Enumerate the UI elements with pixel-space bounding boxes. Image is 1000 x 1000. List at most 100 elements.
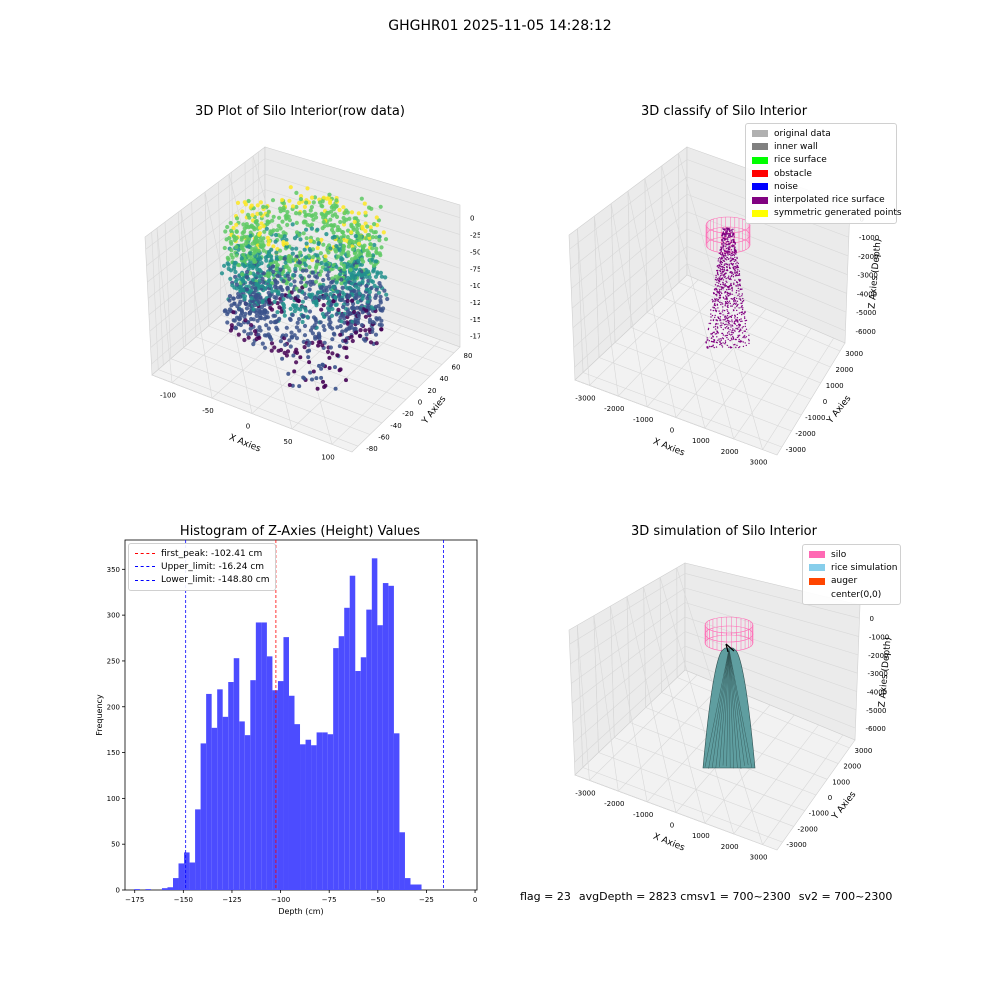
interpolated-point <box>731 263 733 265</box>
interpolated-point <box>713 346 715 349</box>
legend-swatch <box>752 170 768 178</box>
grid-line <box>627 190 677 418</box>
histogram-bar <box>217 689 223 890</box>
data-point <box>375 270 380 275</box>
histogram-bar <box>272 690 278 890</box>
data-point <box>244 287 250 292</box>
legend-item: silo <box>809 548 894 561</box>
interpolated-point <box>730 315 732 318</box>
interpolated-point <box>722 322 724 325</box>
z-tick-label: -1000 <box>869 634 889 642</box>
histogram-bar <box>255 622 262 890</box>
data-point <box>254 313 259 319</box>
data-point <box>320 311 325 317</box>
data-point <box>257 232 262 237</box>
data-point <box>330 203 336 208</box>
data-point <box>379 323 384 328</box>
data-point <box>377 281 382 286</box>
data-point <box>249 296 254 301</box>
data-point <box>326 276 331 281</box>
data-point <box>269 254 274 259</box>
data-point <box>357 252 362 257</box>
data-point <box>307 274 312 279</box>
data-point <box>384 292 389 297</box>
data-point <box>287 383 292 387</box>
interpolated-point <box>718 310 720 312</box>
interpolated-point <box>723 242 725 244</box>
data-point <box>356 259 361 264</box>
x-tick-label: −100 <box>271 896 290 904</box>
data-point <box>247 310 252 315</box>
data-point <box>257 274 262 279</box>
interpolated-point <box>727 338 729 340</box>
histogram-bar <box>416 884 422 890</box>
data-point <box>272 345 277 350</box>
data-point <box>284 244 289 249</box>
grid-line <box>582 767 783 843</box>
interpolated-point <box>735 268 737 270</box>
histogram-chart: −175 −150 −125 −100 −75 −50 −25 0 0 50 100 150 200 25… <box>95 539 478 916</box>
interpolated-point <box>730 278 732 281</box>
classify-legend: original data inner wall rice surface obsta… <box>745 123 902 225</box>
data-point <box>289 334 294 339</box>
interpolated-point <box>737 287 739 290</box>
data-point <box>334 264 339 269</box>
interpolated-point <box>719 343 721 346</box>
data-point <box>305 186 310 191</box>
data-point <box>230 283 235 288</box>
interpolated-point <box>719 340 721 342</box>
data-point <box>314 320 319 325</box>
data-point <box>352 279 357 284</box>
x-tick-label: −125 <box>222 896 241 904</box>
histogram-bar <box>344 607 350 890</box>
interpolated-point <box>711 341 714 343</box>
data-point <box>320 199 325 204</box>
data-point <box>231 225 236 231</box>
interpolated-point <box>732 241 735 243</box>
interpolated-point <box>725 323 727 326</box>
data-point <box>347 293 352 298</box>
interpolated-point <box>733 298 735 300</box>
interpolated-point <box>723 248 725 250</box>
interpolated-point <box>734 279 736 281</box>
data-point <box>314 265 319 270</box>
histogram-bar <box>189 862 196 890</box>
interpolated-point <box>714 325 717 328</box>
grid-line <box>264 189 461 252</box>
data-point <box>327 284 332 289</box>
data-point <box>324 262 329 267</box>
data-point <box>251 251 256 256</box>
data-point <box>338 239 343 244</box>
interpolated-point <box>739 324 741 327</box>
interpolated-point <box>724 315 726 317</box>
data-point <box>288 317 293 322</box>
interpolated-point <box>730 255 732 257</box>
interpolated-point <box>716 278 719 280</box>
interpolated-point <box>720 339 722 341</box>
panel1-title: 3D Plot of Silo Interior(row data) <box>195 104 405 119</box>
data-point <box>284 237 289 242</box>
interpolated-point <box>728 241 730 243</box>
interpolated-point <box>721 258 723 260</box>
interpolated-point <box>722 319 724 321</box>
interpolated-point <box>719 261 721 263</box>
grid-line <box>678 282 841 352</box>
data-point <box>358 328 363 333</box>
interpolated-point <box>719 278 721 281</box>
x-tick-label: 1000 <box>692 832 710 840</box>
legend-swatch <box>752 130 768 138</box>
data-point <box>297 211 302 216</box>
data-point <box>370 235 375 240</box>
data-point <box>316 333 321 338</box>
data-point <box>318 251 323 256</box>
data-point <box>360 279 365 284</box>
data-point <box>251 342 256 347</box>
data-point <box>304 227 309 232</box>
data-point <box>237 301 242 306</box>
data-point <box>267 297 272 303</box>
interpolated-point <box>718 289 721 291</box>
interpolated-point <box>728 265 730 267</box>
interpolated-point <box>734 259 737 261</box>
interpolated-point <box>722 277 724 279</box>
legend-label: inner wall <box>774 141 818 152</box>
